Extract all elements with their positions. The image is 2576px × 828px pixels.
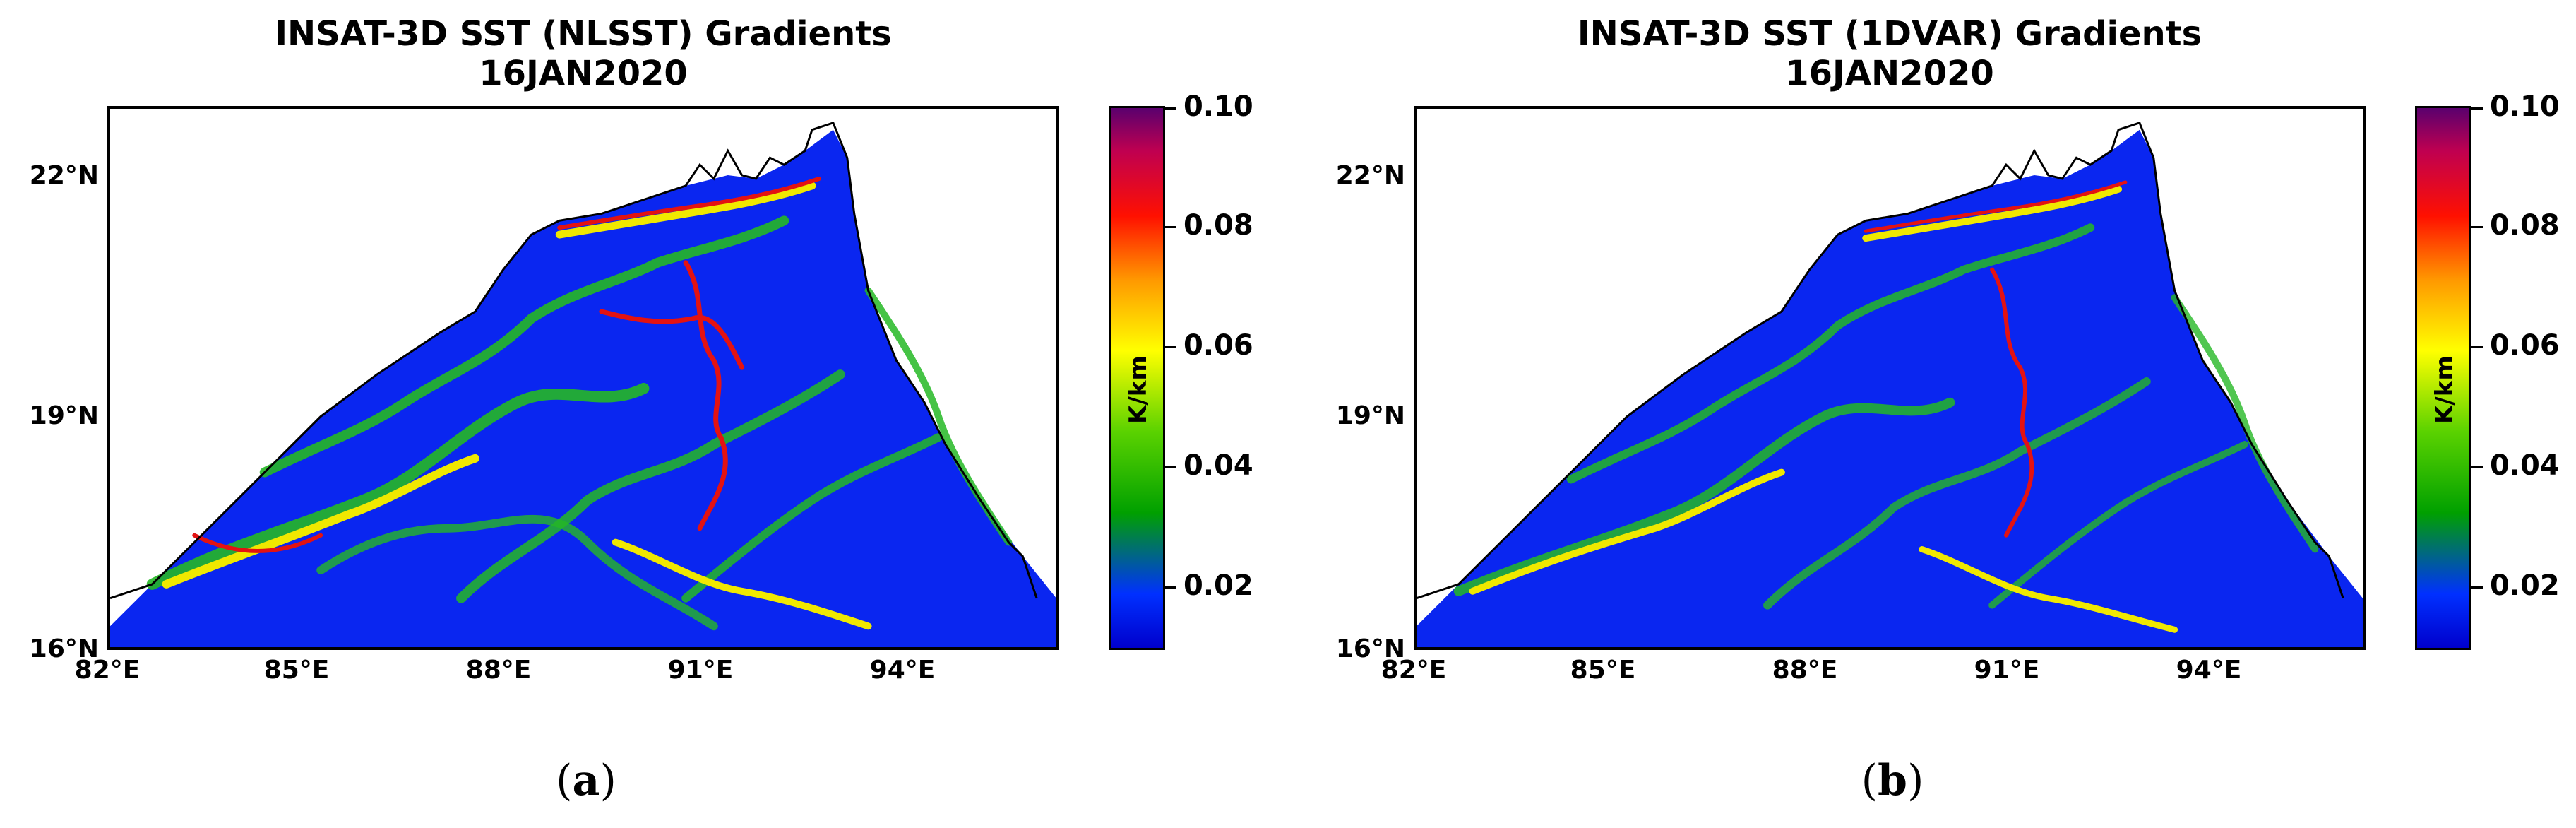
front-red-2 xyxy=(599,309,745,370)
front-green-4 xyxy=(1988,441,2248,609)
panel-a: INSAT-3D SST (NLSST) Gradients 16JAN2020 xyxy=(29,14,1253,805)
front-red-3 xyxy=(557,176,821,230)
front-red-1 xyxy=(683,260,728,531)
cbar-label-004: 0.04 xyxy=(2490,449,2560,482)
front-green-1 xyxy=(1453,397,1955,596)
front-yellow-1 xyxy=(1469,468,1785,595)
front-green-3 xyxy=(1763,377,2151,610)
cbar-tick-mark xyxy=(2471,226,2483,228)
panel-a-sublabel: (a) xyxy=(556,756,616,805)
y-tick-19n: 19°N xyxy=(1335,401,1405,430)
cbar-tick-mark xyxy=(1165,586,1176,589)
coastline xyxy=(1417,121,2344,600)
panel-a-colorbar xyxy=(1109,106,1165,650)
cbar-tick-mark xyxy=(1165,346,1176,348)
panel-b-map xyxy=(1414,106,2366,650)
cbar-label-006: 0.06 xyxy=(1183,329,1253,362)
colorbar-unit-label: K/km xyxy=(2431,355,2459,424)
colorbar-unit-label: K/km xyxy=(1124,355,1152,424)
y-tick-22n: 22°N xyxy=(29,161,99,190)
cbar-label-006: 0.06 xyxy=(2490,329,2560,362)
front-green-2 xyxy=(1566,223,2095,484)
x-tick-82e: 82°E xyxy=(1381,656,1447,685)
cbar-tick-mark xyxy=(1165,466,1176,468)
panel-a-title: INSAT-3D SST (NLSST) Gradients 16JAN2020 xyxy=(107,14,1059,93)
front-yellow-1 xyxy=(162,454,479,589)
front-yellow-3 xyxy=(1919,546,2178,633)
cbar-label-008: 0.08 xyxy=(1183,209,1253,242)
y-tick-19n: 19°N xyxy=(29,401,99,430)
front-red-4 xyxy=(192,533,323,553)
cbar-tick-mark xyxy=(2471,466,2483,468)
front-green-5 xyxy=(2171,294,2319,553)
y-tick-22n: 22°N xyxy=(1335,161,1405,190)
panel-b-sublabel: (b) xyxy=(1861,756,1924,805)
x-tick-94e: 94°E xyxy=(2176,656,2242,685)
y-tick-16n: 16°N xyxy=(29,634,99,663)
cbar-tick-mark xyxy=(2471,346,2483,348)
front-red-2 xyxy=(1864,180,2128,233)
coastline xyxy=(110,121,1038,600)
cbar-label-002: 0.02 xyxy=(2490,569,2560,602)
cbar-tick-mark xyxy=(2471,586,2483,589)
front-green-2 xyxy=(259,215,789,478)
x-tick-91e: 91°E xyxy=(1974,656,2040,685)
cbar-tick-mark xyxy=(2471,107,2483,110)
panel-a-gradient-map xyxy=(110,121,1056,647)
x-tick-94e: 94°E xyxy=(869,656,936,685)
panel-a-title-line1: INSAT-3D SST (NLSST) Gradients xyxy=(275,14,892,54)
panel-a-map xyxy=(107,106,1059,650)
x-tick-85e: 85°E xyxy=(1570,656,1636,685)
front-green-3 xyxy=(456,369,845,603)
x-tick-88e: 88°E xyxy=(1772,656,1838,685)
x-tick-85e: 85°E xyxy=(263,656,330,685)
panel-b-colorbar xyxy=(2415,106,2471,650)
cbar-tick-mark xyxy=(1165,226,1176,228)
front-green-4 xyxy=(681,433,943,603)
panel-b-title-date: 16JAN2020 xyxy=(1785,54,1994,93)
panel-b-title-line1: INSAT-3D SST (1DVAR) Gradients xyxy=(1577,14,2202,54)
panel-a-title-date: 16JAN2020 xyxy=(479,54,688,93)
front-red-1 xyxy=(1990,267,2034,538)
front-green-1 xyxy=(146,382,650,590)
x-tick-82e: 82°E xyxy=(74,656,141,685)
cbar-label-004: 0.04 xyxy=(1183,449,1253,482)
cbar-label-010: 0.10 xyxy=(2490,90,2560,123)
cbar-label-008: 0.08 xyxy=(2490,209,2560,242)
x-tick-88e: 88°E xyxy=(465,656,532,685)
cbar-label-010: 0.10 xyxy=(1183,90,1253,123)
x-tick-91e: 91°E xyxy=(667,656,734,685)
front-green-5 xyxy=(316,514,718,631)
front-yellow-3 xyxy=(612,538,872,630)
cbar-label-002: 0.02 xyxy=(1183,569,1253,602)
front-yellow-2 xyxy=(555,182,816,239)
panel-b: INSAT-3D SST (1DVAR) Gradients 16JAN2020… xyxy=(1306,0,2576,828)
cbar-tick-mark xyxy=(1165,107,1176,110)
panel-b-gradient-map xyxy=(1417,121,2363,647)
front-yellow-2 xyxy=(1862,185,2123,242)
y-tick-16n: 16°N xyxy=(1335,634,1405,663)
panel-b-title: INSAT-3D SST (1DVAR) Gradients 16JAN2020 xyxy=(1414,14,2366,93)
